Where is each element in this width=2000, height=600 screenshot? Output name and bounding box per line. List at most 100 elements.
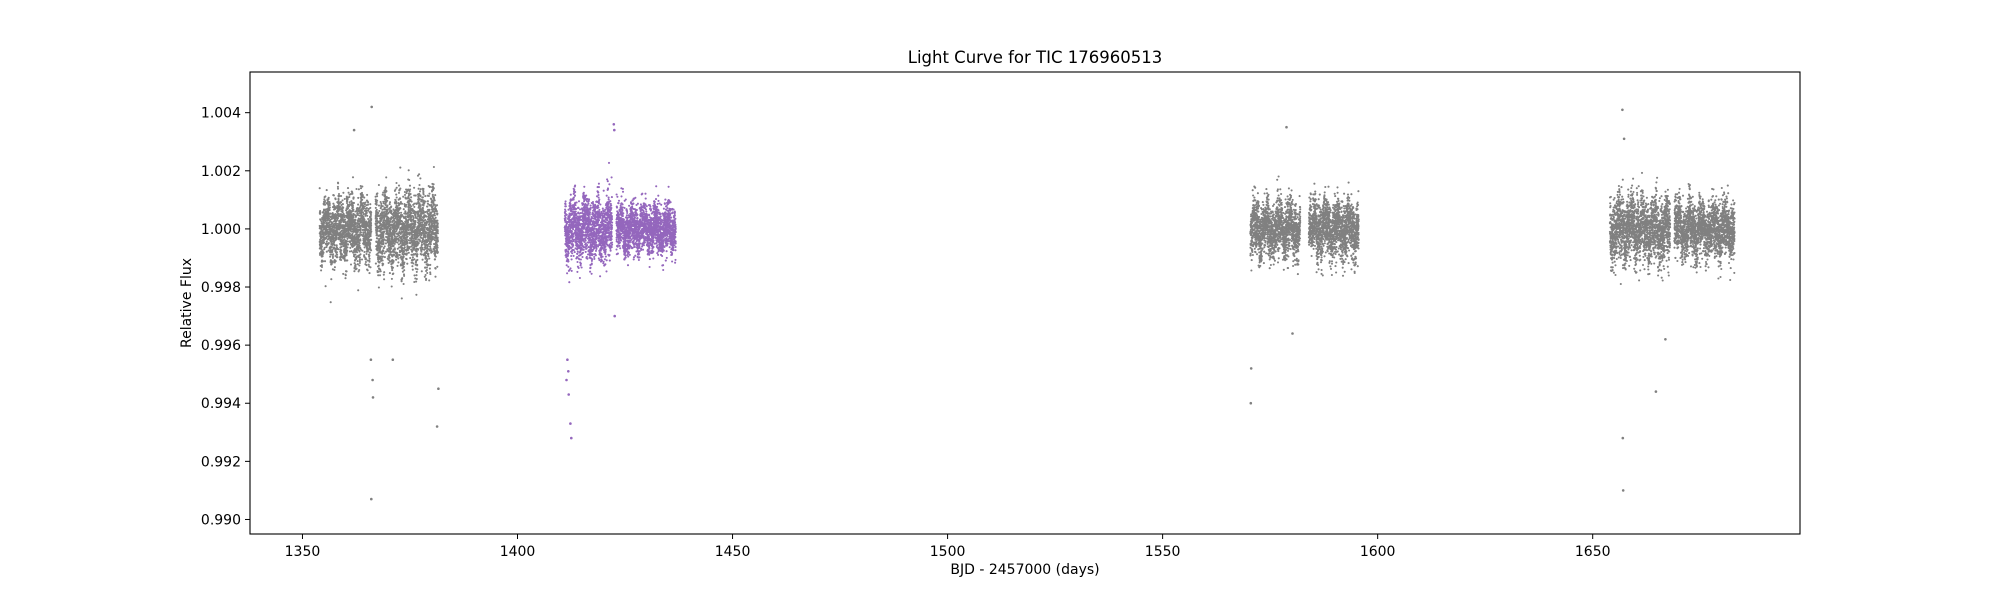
data-point xyxy=(369,215,372,218)
data-point xyxy=(356,214,360,217)
data-point xyxy=(420,250,423,253)
data-point xyxy=(390,277,393,280)
data-point xyxy=(1272,213,1275,216)
data-point xyxy=(324,199,327,203)
data-point xyxy=(411,268,414,271)
data-point xyxy=(1274,245,1277,248)
data-point xyxy=(379,270,382,273)
data-point xyxy=(377,264,380,267)
data-point xyxy=(414,220,417,223)
data-point xyxy=(393,247,396,250)
data-point xyxy=(319,212,322,215)
data-point xyxy=(328,217,331,220)
data-point xyxy=(334,198,337,201)
data-point xyxy=(436,240,439,243)
data-point xyxy=(354,263,357,266)
data-point xyxy=(331,248,334,252)
data-point xyxy=(1287,255,1290,258)
data-point xyxy=(404,215,407,218)
data-point xyxy=(377,183,380,187)
data-point xyxy=(323,221,326,224)
data-point xyxy=(422,193,425,196)
data-point xyxy=(370,249,373,252)
data-point xyxy=(335,251,338,254)
data-point xyxy=(363,205,366,208)
data-point xyxy=(354,223,357,226)
data-point xyxy=(382,241,385,245)
data-point xyxy=(411,235,414,238)
data-point xyxy=(332,202,335,205)
data-point xyxy=(397,191,401,194)
data-point xyxy=(1272,252,1275,255)
data-point xyxy=(413,274,416,277)
data-point xyxy=(403,261,406,264)
data-point xyxy=(330,278,333,281)
data-point xyxy=(436,219,439,222)
data-point xyxy=(390,210,393,213)
data-point xyxy=(320,243,323,246)
data-point xyxy=(366,203,370,206)
data-point xyxy=(376,195,379,198)
data-point xyxy=(392,272,395,275)
data-point xyxy=(363,203,366,206)
data-point xyxy=(380,245,383,248)
data-point xyxy=(339,201,343,204)
data-point xyxy=(358,244,361,247)
data-point xyxy=(342,213,345,216)
data-point xyxy=(428,208,431,211)
data-point xyxy=(319,210,322,213)
data-point xyxy=(325,250,328,253)
data-point xyxy=(377,211,380,214)
data-point xyxy=(350,200,353,203)
data-point xyxy=(370,230,373,233)
data-point xyxy=(407,229,410,232)
data-point xyxy=(409,188,412,191)
data-point xyxy=(368,257,371,260)
data-point xyxy=(325,189,328,192)
data-point xyxy=(1283,206,1287,209)
data-point xyxy=(327,196,330,199)
data-point xyxy=(428,222,431,225)
data-point xyxy=(384,242,387,245)
data-point xyxy=(368,272,371,275)
data-point xyxy=(434,216,437,219)
data-point xyxy=(425,266,428,269)
data-point xyxy=(346,249,349,252)
data-point xyxy=(1287,247,1290,250)
data-point xyxy=(436,222,439,225)
data-point xyxy=(431,250,434,253)
data-point xyxy=(320,220,323,223)
data-point xyxy=(351,234,354,237)
data-point xyxy=(405,252,409,255)
data-point xyxy=(419,240,422,243)
data-point xyxy=(434,194,437,197)
data-point xyxy=(415,293,418,296)
data-point xyxy=(386,204,389,207)
data-point xyxy=(412,217,415,220)
data-point xyxy=(422,190,425,193)
data-point xyxy=(369,228,372,231)
data-point xyxy=(353,213,356,216)
data-point xyxy=(360,258,364,261)
data-point xyxy=(389,260,392,263)
data-point xyxy=(380,202,383,205)
data-point xyxy=(388,222,391,226)
data-point xyxy=(406,221,410,224)
data-point xyxy=(345,244,348,248)
data-point xyxy=(331,255,334,258)
data-point xyxy=(369,203,372,206)
data-point xyxy=(1277,175,1280,178)
data-point xyxy=(1274,250,1277,253)
data-point xyxy=(326,244,329,247)
data-point xyxy=(337,182,340,185)
data-point xyxy=(389,220,392,224)
data-point xyxy=(405,238,408,241)
data-point xyxy=(436,232,439,235)
data-point xyxy=(375,203,378,206)
data-point xyxy=(1262,262,1265,265)
data-point xyxy=(1260,252,1263,255)
data-point xyxy=(422,238,425,241)
data-point xyxy=(395,258,398,261)
data-point xyxy=(376,192,379,195)
